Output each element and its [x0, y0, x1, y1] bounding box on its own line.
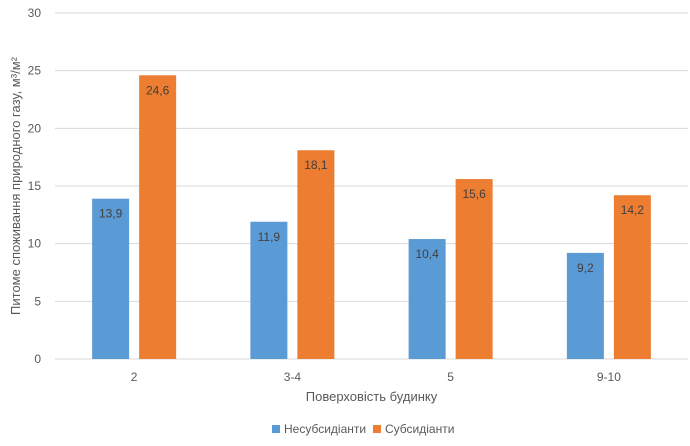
data-label: 24,6: [146, 83, 170, 97]
x-tick-label: 3-4: [284, 370, 302, 384]
x-tick-label: 9-10: [597, 370, 621, 384]
bar-subsydianty: [297, 150, 335, 359]
data-label: 10,4: [415, 247, 439, 261]
legend-swatch: [272, 425, 280, 433]
y-axis-title: Питоме споживання природного газу, м³/м²: [8, 56, 23, 315]
y-axis-ticks: 0 5 10 15 20 25 30: [28, 6, 42, 366]
bar-subsydianty: [613, 195, 651, 359]
bar-nesubsydianty: [566, 252, 604, 359]
data-label: 15,6: [462, 187, 486, 201]
y-tick-label: 15: [28, 179, 42, 193]
data-label: 14,2: [621, 203, 645, 217]
bar-subsydianty: [455, 179, 493, 359]
bar-nesubsydianty: [408, 239, 446, 359]
data-label: 11,9: [258, 230, 281, 244]
x-axis-ticks: 2 3-4 5 9-10: [131, 370, 621, 384]
y-tick-label: 10: [28, 237, 42, 251]
y-tick-label: 20: [28, 121, 42, 135]
y-tick-label: 30: [28, 6, 42, 20]
x-axis-title: Поверховість будинку: [306, 389, 438, 404]
x-tick-label: 5: [447, 370, 454, 384]
data-label: 13,9: [99, 207, 123, 221]
legend-swatch: [373, 425, 381, 433]
bars: 13,9 24,6 11,9 18,1 10,4 15,6 9,2 14,2: [92, 75, 651, 359]
legend-label: Несубсидіанти: [284, 422, 366, 436]
legend: Несубсидіанти Субсидіанти: [272, 422, 454, 436]
bar-nesubsydianty: [250, 221, 288, 359]
y-tick-label: 0: [34, 352, 41, 366]
y-tick-label: 25: [28, 64, 42, 78]
bar-subsydianty: [139, 75, 177, 359]
y-tick-label: 5: [34, 294, 41, 308]
data-label: 9,2: [577, 261, 594, 275]
bar-nesubsydianty: [92, 198, 130, 359]
data-label: 18,1: [304, 158, 328, 172]
x-tick-label: 2: [131, 370, 138, 384]
legend-label: Субсидіанти: [385, 422, 454, 436]
